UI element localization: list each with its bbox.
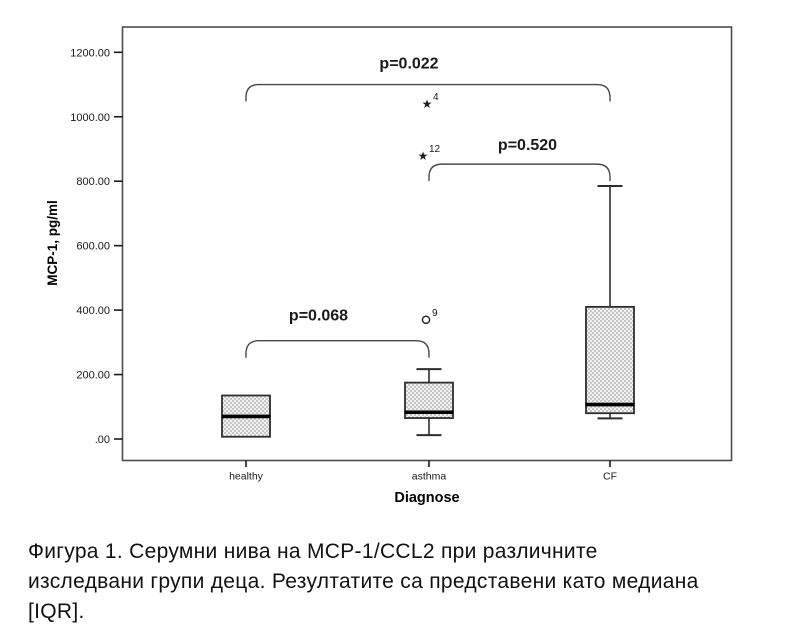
significance-bracket bbox=[428, 163, 611, 182]
box-healthy bbox=[221, 394, 271, 438]
circle-outlier-icon bbox=[421, 315, 431, 325]
y-axis-title: MCP-1, pg/ml bbox=[45, 200, 60, 286]
caption-line-1: Фигура 1. Серумни нива на MCP-1/CCL2 при… bbox=[28, 540, 598, 563]
outlier-12: ★ 12 bbox=[418, 144, 441, 163]
outlier-case-label: 12 bbox=[429, 144, 441, 155]
outlier-case-label: 4 bbox=[433, 92, 439, 103]
figure-caption: Фигура 1. Серумни нива на MCP-1/CCL2 при… bbox=[28, 537, 790, 627]
star-outlier-icon: ★ bbox=[418, 149, 429, 163]
comparison-0.520: p=0.520 bbox=[428, 137, 611, 182]
x-tick-label-asthma: asthma bbox=[412, 471, 447, 483]
comparison-0.068: p=0.068 bbox=[245, 308, 430, 358]
y-tick-label: 200.00 bbox=[76, 370, 110, 382]
y-tick-label: 1200.00 bbox=[70, 47, 110, 59]
x-axis-title: Diagnose bbox=[394, 490, 459, 506]
plot-frame bbox=[121, 26, 733, 462]
star-outlier-icon: ★ bbox=[422, 97, 433, 111]
y-tick-label: .00 bbox=[95, 434, 110, 446]
outlier-4: ★ 4 bbox=[422, 92, 439, 111]
boxplot-svg: 1200.00 1000.00 800.00 600.00 400.00 200.00 .0… bbox=[45, 26, 733, 506]
p-value-label: p=0.520 bbox=[498, 137, 557, 154]
p-value-label: p=0.068 bbox=[289, 308, 348, 325]
y-tick-label: 600.00 bbox=[76, 241, 110, 253]
p-value-label: p=0.022 bbox=[379, 56, 438, 73]
box-CF bbox=[585, 185, 635, 420]
y-tick-label: 400.00 bbox=[76, 305, 110, 317]
y-tick-label: 800.00 bbox=[76, 176, 110, 188]
y-tick-label: 1000.00 bbox=[70, 112, 110, 124]
caption-line-2: изследвани групи деца. Резултатите са пр… bbox=[28, 570, 699, 593]
outlier-9: 9 bbox=[421, 308, 438, 325]
significance-bracket bbox=[245, 340, 430, 358]
x-tick-label-CF: CF bbox=[603, 471, 617, 483]
comparison-0.022: p=0.022 bbox=[245, 56, 611, 102]
significance-bracket bbox=[245, 83, 611, 102]
caption-line-3: [IQR]. bbox=[28, 600, 85, 623]
box-asthma bbox=[404, 368, 454, 437]
outlier-case-label: 9 bbox=[432, 308, 438, 319]
iqr-box bbox=[585, 305, 635, 415]
boxplot-chart: 1200.00 1000.00 800.00 600.00 400.00 200.00 .0… bbox=[45, 26, 733, 506]
x-tick-label-healthy: healthy bbox=[229, 471, 264, 483]
